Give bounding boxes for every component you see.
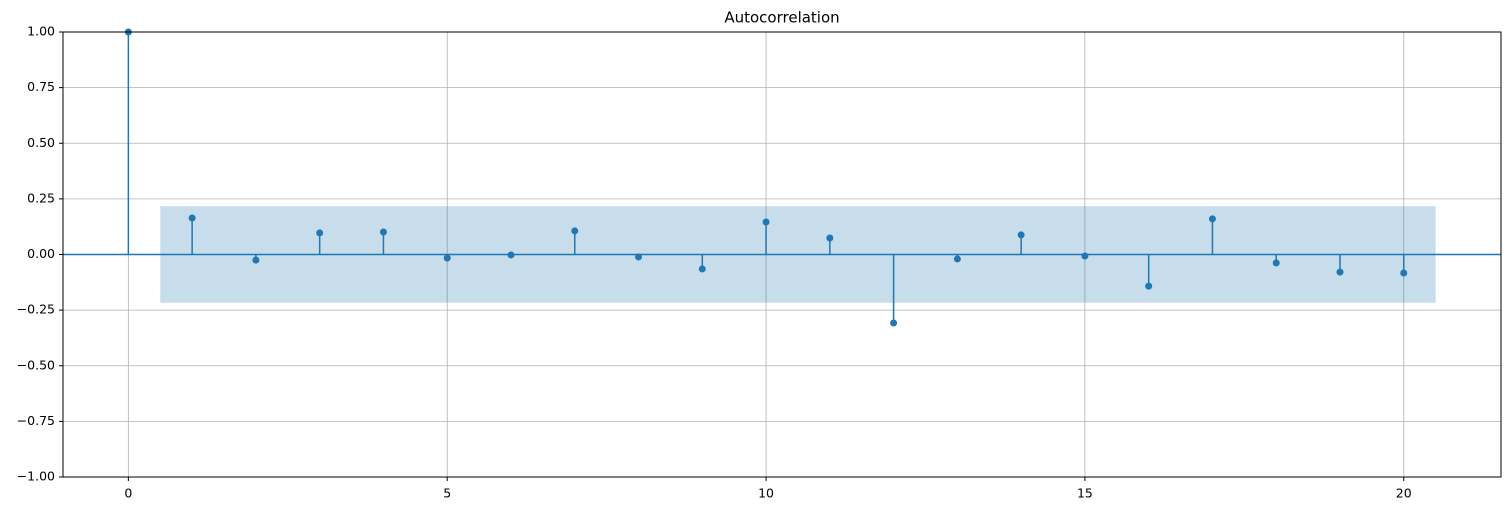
marker	[1272, 259, 1280, 267]
marker	[890, 319, 898, 327]
marker	[379, 228, 387, 236]
y-tick-label: −1.00	[17, 469, 55, 484]
x-tick-label: 15	[1077, 486, 1093, 501]
marker	[188, 214, 196, 222]
marker	[1145, 282, 1153, 290]
axes-frame	[62, 31, 1502, 478]
marker	[1208, 215, 1216, 223]
marker	[1336, 268, 1344, 276]
y-tick-label: −0.25	[17, 302, 55, 317]
x-tick-label: 5	[443, 486, 451, 501]
marker	[953, 255, 961, 263]
marker	[1400, 269, 1408, 277]
marker	[316, 229, 324, 237]
marker	[762, 218, 770, 226]
chart-title: Autocorrelation	[724, 9, 839, 27]
marker	[252, 256, 260, 264]
y-tick-label: 0.50	[27, 135, 55, 150]
x-tick-label: 0	[124, 486, 132, 501]
marker	[1017, 231, 1025, 239]
x-tick-label: 10	[758, 486, 774, 501]
y-tick-label: −0.50	[17, 357, 55, 372]
marker	[1081, 252, 1089, 260]
marker	[635, 253, 643, 261]
marker	[507, 251, 515, 259]
y-tick-label: 0.25	[27, 190, 55, 205]
y-tick-label: −0.75	[17, 413, 55, 428]
marker	[826, 234, 834, 242]
y-tick-label: 1.00	[27, 24, 55, 39]
x-tick-label: 20	[1396, 486, 1412, 501]
marker	[571, 227, 579, 235]
marker	[443, 254, 451, 262]
marker	[698, 265, 706, 273]
y-tick-label: 0.00	[27, 246, 55, 261]
y-tick-label: 0.75	[27, 79, 55, 94]
